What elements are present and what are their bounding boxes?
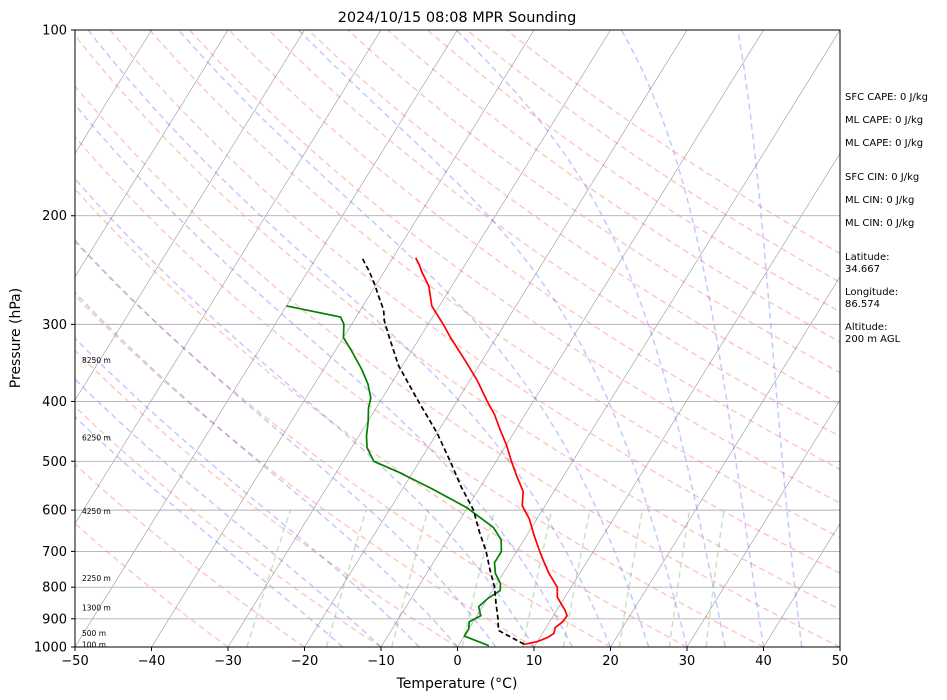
mixing-ratio-line — [618, 509, 644, 647]
height-label: 8250 m — [82, 356, 111, 365]
height-label: 6250 m — [82, 433, 111, 442]
altitude-label: Altitude: — [845, 322, 888, 333]
moist-adiabat-line — [87, 30, 612, 647]
moist-adiabat-line — [75, 291, 459, 647]
dry-adiabat-line — [75, 522, 229, 647]
moist-adiabat-line — [75, 337, 420, 647]
mixing-ratio-line — [522, 509, 553, 647]
temperature-profile — [414, 257, 568, 646]
x-tick-label: −40 — [138, 654, 165, 669]
dry-adiabat-line — [347, 30, 840, 374]
y-tick-label: 100 — [42, 24, 67, 39]
x-tick-label: 50 — [832, 654, 849, 669]
sfc-cin-text: SFC CIN: 0 J/kg — [845, 172, 920, 183]
x-tick-label: 30 — [679, 654, 696, 669]
isotherm-line — [151, 30, 535, 647]
dry-adiabat-line — [149, 30, 840, 539]
dry-adiabat-line — [75, 240, 611, 647]
y-tick-label: 1000 — [34, 641, 67, 656]
x-tick-label: −20 — [291, 654, 318, 669]
dry-adiabat-line — [75, 135, 764, 647]
x-axis-ticks: −50 −40 −30 −20 −10 0 10 20 30 40 50 — [61, 647, 848, 669]
dry-adiabat-line — [75, 294, 535, 647]
moist-adiabat-line — [620, 30, 765, 647]
longitude-value: 86.574 — [845, 299, 880, 310]
height-label: 2250 m — [82, 574, 111, 583]
sounding-profiles — [286, 257, 568, 647]
y-axis-ticks: 100 200 300 400 500 600 700 800 900 1000 — [34, 24, 75, 656]
isotherm-line — [227, 30, 611, 647]
y-tick-label: 200 — [42, 209, 67, 224]
isotherm-line — [75, 30, 229, 278]
moist-adiabat-line — [75, 177, 535, 647]
moist-adiabat-line — [737, 30, 803, 647]
x-tick-label: 0 — [453, 654, 461, 669]
moist-adiabat-line — [75, 378, 382, 647]
y-tick-label: 600 — [42, 504, 67, 519]
dry-adiabat-line — [75, 349, 458, 647]
mixing-ratio-line — [668, 509, 691, 647]
x-tick-label: 10 — [526, 654, 543, 669]
moist-adiabat-line — [297, 30, 688, 647]
mixing-ratio-line — [325, 509, 367, 647]
mixing-ratio-line — [246, 509, 292, 647]
y-tick-label: 800 — [42, 581, 67, 596]
mixing-ratio-line — [391, 509, 429, 647]
dewpoint-profile — [286, 305, 503, 647]
y-tick-label: 400 — [42, 395, 67, 410]
height-label: 4250 m — [82, 507, 111, 516]
isotherm-line — [533, 152, 840, 647]
ml-cin-text: ML CIN: 0 J/kg — [845, 195, 915, 206]
dry-adiabat-line — [75, 84, 840, 647]
x-tick-label: −30 — [214, 654, 241, 669]
moist-adiabat-line — [75, 103, 573, 647]
moist-adiabat-line — [75, 239, 497, 647]
dry-adiabat-line — [188, 30, 840, 504]
latitude-label: Latitude: — [845, 252, 890, 263]
ml-cin-text-2: ML CIN: 0 J/kg — [845, 218, 915, 229]
x-tick-label: 40 — [755, 654, 772, 669]
isotherm-line — [686, 399, 840, 647]
isotherm-line — [75, 30, 458, 647]
ml-cape-text: ML CAPE: 0 J/kg — [845, 115, 924, 126]
y-tick-label: 700 — [42, 545, 67, 560]
isotherm-line — [75, 30, 152, 154]
moist-adiabat-line — [455, 30, 727, 647]
height-label: 1300 m — [82, 604, 111, 613]
dry-adiabat-line — [307, 30, 840, 406]
altitude-value: 200 m AGL — [845, 334, 901, 345]
isotherm-line — [457, 30, 840, 647]
parcel-path — [361, 257, 525, 646]
isotherm-line — [763, 523, 840, 647]
isotherm-line — [75, 30, 382, 525]
height-labels: 100 m 500 m 1300 m 2250 m 4250 m 6250 m 8250 m — [82, 356, 111, 650]
y-axis-label: Pressure (hPa) — [8, 288, 24, 388]
latitude-value: 34.667 — [845, 264, 880, 275]
longitude-label: Longitude: — [845, 287, 899, 298]
y-tick-label: 900 — [42, 612, 67, 627]
dry-adiabat-line — [466, 30, 840, 284]
height-label: 100 m — [82, 641, 106, 650]
dry-adiabat-line — [75, 463, 305, 647]
background-lines — [75, 30, 840, 647]
dry-adiabat-line — [228, 30, 840, 471]
height-label: 500 m — [82, 629, 106, 638]
dry-adiabat-line — [75, 34, 840, 611]
x-tick-label: −50 — [61, 654, 88, 669]
x-tick-label: −10 — [367, 654, 394, 669]
sfc-cape-text: SFC CAPE: 0 J/kg — [845, 92, 928, 103]
ml-cape-text-2: ML CAPE: 0 J/kg — [845, 138, 924, 149]
y-tick-label: 500 — [42, 455, 67, 470]
dry-adiabat-line — [109, 30, 840, 575]
isotherm-line — [75, 30, 305, 401]
x-tick-label: 20 — [602, 654, 619, 669]
chart-title: 2024/10/15 08:08 MPR Sounding — [338, 10, 577, 26]
isotherm-line — [380, 30, 764, 647]
moist-adiabat-line — [178, 30, 650, 647]
isotherm-line — [304, 30, 688, 647]
y-tick-label: 300 — [42, 318, 67, 333]
isotherm-line — [610, 276, 840, 647]
x-axis-label: Temperature (°C) — [396, 676, 518, 692]
